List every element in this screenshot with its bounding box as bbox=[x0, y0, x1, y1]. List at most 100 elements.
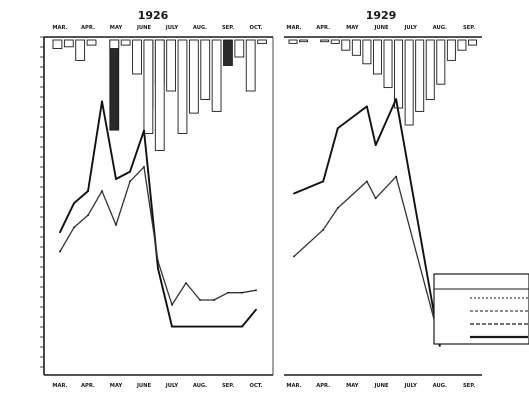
bar-outline bbox=[394, 39, 404, 109]
month-label-top: JULY bbox=[403, 25, 417, 31]
month-label-top: APR. bbox=[316, 25, 330, 31]
data-point bbox=[129, 180, 131, 183]
bar-outline bbox=[362, 39, 372, 65]
bar-outline bbox=[257, 39, 267, 44]
month-label-bottom: MAR. bbox=[286, 383, 301, 389]
bar-outline bbox=[177, 39, 188, 134]
bar-outline bbox=[457, 39, 467, 51]
data-point bbox=[336, 127, 339, 130]
data-point bbox=[322, 180, 325, 183]
data-point bbox=[255, 308, 257, 311]
data-point bbox=[129, 170, 131, 173]
bar-outline bbox=[341, 39, 351, 51]
data-point bbox=[143, 129, 145, 132]
data-point bbox=[59, 250, 61, 253]
data-point bbox=[438, 345, 441, 347]
bar-outline bbox=[425, 39, 435, 100]
bar-filled bbox=[109, 39, 120, 131]
bar-outline bbox=[143, 39, 154, 134]
data-point bbox=[227, 325, 229, 328]
data-point bbox=[199, 325, 201, 328]
data-point bbox=[185, 325, 187, 328]
month-labels: MAR. MAR. APR. APR. MAY MAY JUNE JUNE JULY JULY AU… bbox=[52, 25, 475, 389]
bar-outline bbox=[132, 39, 142, 75]
month-label-bottom: JULY bbox=[165, 383, 179, 389]
month-label-bottom: SEP. bbox=[222, 383, 234, 389]
legend bbox=[433, 273, 529, 345]
data-point bbox=[199, 299, 201, 301]
data-point bbox=[73, 202, 75, 205]
bar-outline bbox=[63, 39, 74, 48]
month-label-top: JULY bbox=[165, 25, 179, 31]
line-series-2 bbox=[293, 175, 441, 342]
month-label-bottom: OCT. bbox=[250, 383, 263, 389]
month-label-top: SEP. bbox=[463, 25, 475, 31]
bar-outline bbox=[288, 39, 298, 44]
bar-outline bbox=[383, 39, 393, 89]
month-label-top: MAY bbox=[346, 25, 359, 31]
data-point bbox=[336, 207, 339, 209]
month-label-top: SEP. bbox=[222, 25, 234, 31]
bar-outline bbox=[320, 39, 330, 43]
data-point bbox=[171, 325, 173, 328]
month-label-bottom: JUNE bbox=[373, 383, 388, 389]
data-point bbox=[101, 190, 103, 192]
left-axis-ticks bbox=[40, 36, 44, 368]
bar-outline bbox=[188, 39, 199, 114]
data-point bbox=[293, 192, 295, 195]
month-label-bottom: AUG. bbox=[193, 383, 207, 389]
data-point bbox=[241, 291, 243, 294]
bar-outline bbox=[415, 39, 425, 112]
month-label-top: OCT. bbox=[250, 25, 263, 31]
data-point bbox=[59, 231, 61, 234]
bar-outline bbox=[351, 39, 361, 56]
data-point bbox=[374, 144, 377, 147]
month-label-bottom: APR. bbox=[81, 383, 95, 389]
month-label-top: JUNE bbox=[136, 25, 151, 31]
legend-box bbox=[433, 273, 529, 345]
month-label-bottom: AUG. bbox=[433, 383, 447, 389]
data-point bbox=[255, 289, 257, 292]
month-label-top: MAR. bbox=[286, 25, 301, 31]
data-point bbox=[366, 180, 368, 183]
bar-outline bbox=[211, 39, 222, 112]
year-title-1926: 1926 bbox=[138, 9, 169, 22]
month-label-top: AUG. bbox=[193, 25, 207, 31]
month-label-top: JUNE bbox=[373, 25, 388, 31]
data-point bbox=[374, 197, 377, 200]
month-label-bottom: MAY bbox=[346, 383, 359, 389]
bar-outline bbox=[330, 39, 340, 44]
bar-outline bbox=[154, 39, 165, 151]
month-label-bottom: MAY bbox=[110, 383, 123, 389]
line-series-1 bbox=[293, 98, 441, 347]
data-point bbox=[213, 325, 215, 328]
bar-outline bbox=[52, 39, 63, 49]
data-point bbox=[115, 224, 117, 226]
data-point bbox=[322, 228, 325, 231]
month-label-bottom: SEP. bbox=[463, 383, 475, 389]
data-point bbox=[115, 178, 117, 180]
frames bbox=[43, 36, 482, 376]
data-point bbox=[395, 175, 397, 178]
bar-outline bbox=[166, 39, 177, 92]
bar-outline bbox=[75, 39, 86, 61]
data-point bbox=[395, 98, 397, 101]
data-point bbox=[213, 299, 215, 301]
data-point bbox=[227, 291, 229, 294]
data-point bbox=[87, 214, 89, 217]
bar-outline bbox=[86, 39, 97, 46]
bar-outline bbox=[109, 39, 120, 49]
data-point bbox=[366, 105, 368, 108]
data-point bbox=[293, 255, 295, 258]
bar-outline bbox=[200, 39, 211, 100]
month-label-bottom: JULY bbox=[403, 383, 417, 389]
bar-outline bbox=[404, 39, 414, 126]
data-point bbox=[241, 325, 243, 328]
data-point bbox=[87, 190, 89, 192]
month-label-bottom: APR. bbox=[316, 383, 330, 389]
data-point bbox=[157, 267, 159, 270]
lines bbox=[59, 98, 441, 347]
bar-outline bbox=[245, 39, 256, 92]
bar-outline bbox=[299, 39, 309, 43]
